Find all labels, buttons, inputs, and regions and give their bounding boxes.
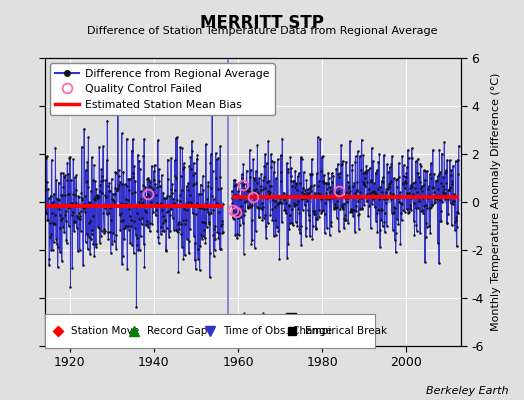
Text: Station Move: Station Move [71,326,139,336]
Text: Berkeley Earth: Berkeley Earth [426,386,508,396]
Text: MERRITT STP: MERRITT STP [200,14,324,32]
Y-axis label: Monthly Temperature Anomaly Difference (°C): Monthly Temperature Anomaly Difference (… [491,73,501,331]
Legend: Difference from Regional Average, Quality Control Failed, Estimated Station Mean: Difference from Regional Average, Qualit… [50,64,275,115]
Text: Record Gap: Record Gap [147,326,208,336]
Text: Time of Obs. Change: Time of Obs. Change [223,326,332,336]
Text: Empirical Break: Empirical Break [305,326,387,336]
Text: Difference of Station Temperature Data from Regional Average: Difference of Station Temperature Data f… [87,26,437,36]
